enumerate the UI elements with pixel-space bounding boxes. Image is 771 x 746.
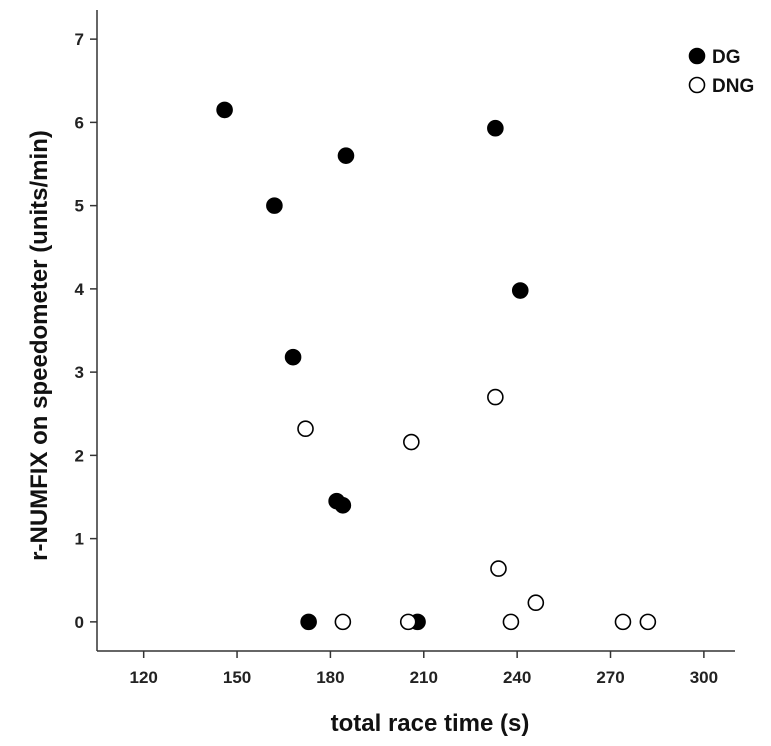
data-point-dng [399, 613, 417, 631]
data-point-dng [502, 613, 520, 631]
legend: DG DNG [688, 47, 754, 97]
legend-marker-dg [688, 47, 706, 65]
axes [96, 10, 735, 652]
data-point-dg [284, 348, 302, 366]
data-point-dg [511, 282, 529, 299]
data-point-dng [527, 594, 545, 612]
x-tick-label: 240 [503, 668, 531, 687]
y-tick-label: 2 [75, 446, 84, 465]
x-tick-label: 270 [596, 668, 624, 687]
data-point-dng [490, 560, 507, 577]
y-tick-label: 1 [75, 530, 84, 549]
data-point-dg [487, 119, 504, 137]
legend-marker-dng [688, 76, 706, 94]
y-tick-label: 4 [75, 280, 85, 299]
data-point-dng [487, 388, 504, 406]
data-point-dng [334, 613, 352, 631]
y-tick-label: 5 [75, 197, 84, 216]
legend-label-dng: DNG [712, 76, 754, 97]
data-point-dng [639, 613, 657, 631]
x-axis-title: total race time (s) [331, 710, 530, 737]
data-point-dng [297, 420, 314, 438]
y-ticks: 0 1 2 3 4 5 6 7 [75, 30, 97, 632]
data-point-dng [614, 613, 632, 631]
x-tick-label: 150 [223, 668, 251, 687]
y-tick-label: 6 [75, 113, 84, 132]
data-point-dg [334, 497, 352, 514]
legend-label-dg: DG [712, 47, 741, 68]
x-tick-label: 300 [690, 668, 718, 687]
y-tick-label: 0 [75, 613, 84, 632]
data-point-dg [266, 197, 283, 214]
y-tick-label: 7 [75, 30, 84, 49]
data-points [216, 101, 657, 631]
x-tick-label: 210 [410, 668, 438, 687]
x-ticks: 120 150 180 210 240 270 300 [129, 651, 718, 687]
data-point-dg [216, 101, 233, 119]
y-tick-label: 3 [75, 363, 84, 382]
data-point-dg [300, 613, 317, 631]
x-tick-label: 120 [129, 668, 157, 687]
y-axis-title: r-NUMFIX on speedometer (units/min) [26, 130, 53, 561]
x-tick-label: 180 [316, 668, 344, 687]
data-point-dg [337, 147, 355, 164]
data-point-dng [403, 433, 420, 451]
